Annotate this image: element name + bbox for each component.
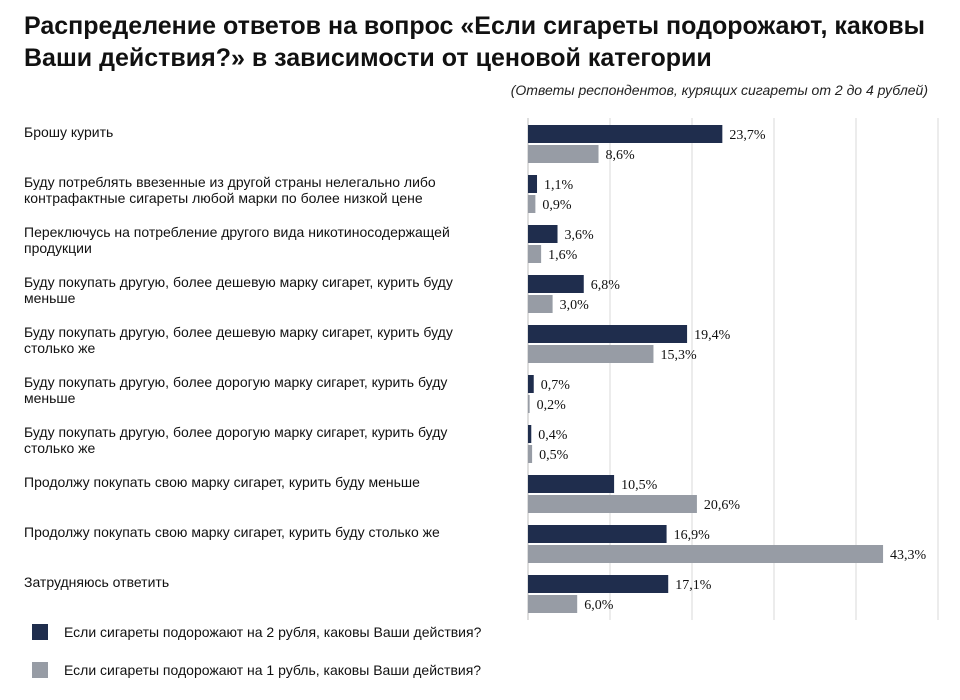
bar-series-1 [528, 325, 688, 343]
bar-value-label: 6,0% [584, 598, 614, 613]
bar-series-2 [528, 245, 542, 263]
bar-value-label: 10,5% [621, 478, 658, 493]
bar-series-2 [528, 495, 697, 513]
bar-value-label: 8,6% [606, 148, 636, 163]
category-label: Буду покупать другую, более дорогую марк… [24, 374, 448, 406]
bar-value-label: 0,5% [539, 448, 569, 463]
bar-value-label: 0,2% [537, 398, 567, 413]
bar-series-2 [528, 145, 599, 163]
bar-value-label: 0,9% [542, 198, 572, 213]
category-label: Буду потреблять ввезенные из другой стра… [24, 174, 436, 206]
category-label: Продолжу покупать свою марку сигарет, ку… [24, 474, 420, 490]
bar-series-1 [528, 575, 669, 593]
category-label: Затрудняюсь ответить [24, 574, 170, 590]
bar-value-label: 17,1% [675, 578, 712, 593]
bar-series-2 [528, 445, 533, 463]
bar-series-2 [528, 295, 553, 313]
legend-swatch-series-1 [32, 624, 48, 640]
bar-series-1 [528, 175, 538, 193]
bar-value-label: 3,0% [560, 298, 590, 313]
category-label: Буду покупать другую, более дорогую марк… [24, 424, 448, 456]
category-label: Брошу курить [24, 124, 114, 140]
legend-label-series-1: Если сигареты подорожают на 2 рубля, как… [64, 624, 482, 640]
bar-value-label: 19,4% [694, 328, 731, 343]
bar-series-1 [528, 275, 584, 293]
legend-label-series-2: Если сигареты подорожают на 1 рубль, как… [64, 662, 482, 678]
category-label: Буду покупать другую, более дешевую марк… [24, 274, 453, 306]
bar-value-label: 1,1% [544, 178, 574, 193]
bar-series-1 [528, 125, 723, 143]
bar-series-1 [528, 425, 532, 443]
chart-title: Распределение ответов на вопрос «Если си… [24, 12, 925, 72]
bar-value-label: 43,3% [890, 548, 927, 563]
legend-item-series-1: Если сигареты подорожают на 2 рубля, как… [32, 624, 481, 640]
bar-series-2 [528, 195, 536, 213]
legend-swatch-series-2 [32, 662, 48, 678]
bar-value-label: 1,6% [548, 248, 578, 263]
bar-series-1 [528, 225, 558, 243]
bar-value-label: 15,3% [660, 348, 697, 363]
chart-subtitle: (Ответы респондентов, курящих сигареты о… [510, 82, 928, 98]
bar-series-2 [528, 395, 530, 413]
legend-item-series-2: Если сигареты подорожают на 1 рубль, как… [32, 662, 481, 678]
bar-value-label: 6,8% [591, 278, 621, 293]
category-label: Буду покупать другую, более дешевую марк… [24, 324, 453, 356]
bar-series-1 [528, 525, 667, 543]
bar-series-1 [528, 375, 534, 393]
category-label: Продолжу покупать свою марку сигарет, ку… [24, 524, 440, 540]
bar-series-2 [528, 345, 654, 363]
bar-value-label: 23,7% [729, 128, 766, 143]
bar-value-label: 3,6% [565, 228, 595, 243]
bar-series-2 [528, 595, 578, 613]
bar-value-label: 20,6% [704, 498, 741, 513]
bar-value-label: 0,7% [541, 378, 571, 393]
category-label: Переключусь на потребление другого вида … [24, 224, 450, 256]
bar-series-1 [528, 475, 615, 493]
bar-series-2 [528, 545, 884, 563]
bar-value-label: 16,9% [674, 528, 711, 543]
bar-value-label: 0,4% [538, 428, 568, 443]
